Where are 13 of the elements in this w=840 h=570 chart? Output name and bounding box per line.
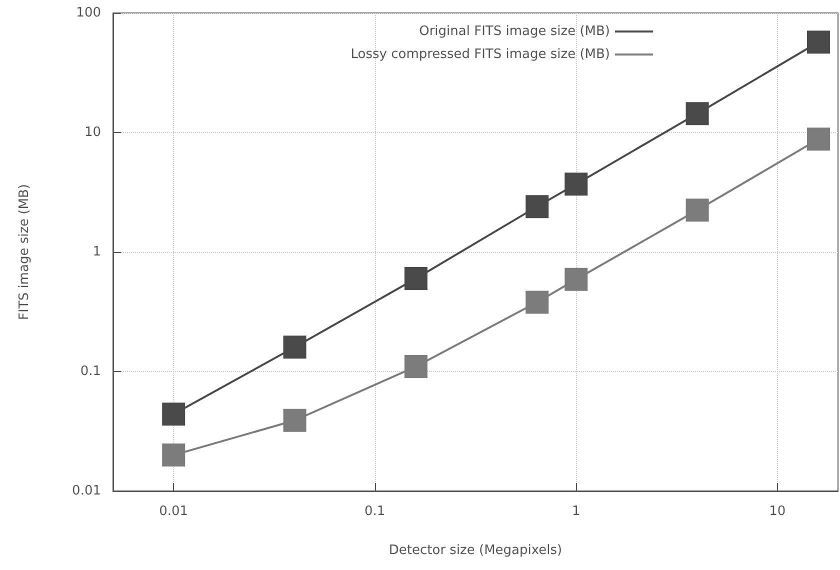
y-tick-label: 0.01 — [72, 484, 101, 498]
legend-label: Original FITS image size (MB) — [419, 24, 610, 39]
y-tick-label: 1 — [92, 244, 101, 260]
y-axis-title: FITS image size (MB) — [17, 184, 32, 320]
x-tick-label: 10 — [769, 504, 786, 519]
y-tick-label: 0.1 — [80, 364, 101, 379]
x-axis-title: Detector size (Megapixels) — [388, 543, 562, 558]
x-tick-label: 1 — [572, 504, 580, 519]
x-tick-label: 0.01 — [159, 504, 188, 519]
y-tick-label: 100 — [76, 6, 101, 20]
y-tick-label: 10 — [84, 125, 101, 140]
x-tick-label: 0.1 — [364, 504, 386, 519]
legend-label: Lossy compressed FITS image size (MB) — [350, 47, 610, 62]
